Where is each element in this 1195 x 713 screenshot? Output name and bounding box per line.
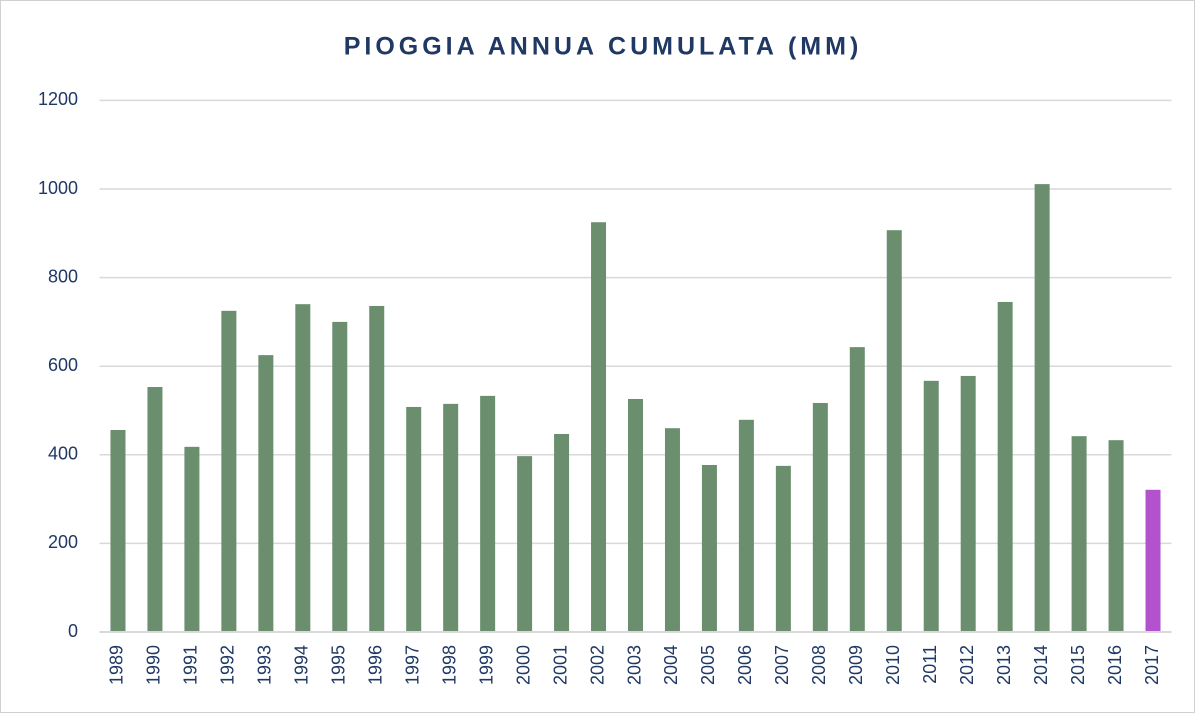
x-tick-label: 2005 [698, 645, 718, 685]
bar [886, 230, 902, 632]
bar [628, 398, 643, 632]
x-tick-label: 1997 [402, 645, 422, 685]
bar [258, 355, 274, 632]
x-tick-label: 2004 [661, 645, 681, 685]
bar [775, 465, 791, 632]
bar [332, 321, 348, 632]
bar [406, 406, 422, 632]
x-tick-label: 2000 [513, 645, 533, 685]
x-tick-label: 1995 [329, 645, 349, 685]
y-tick-label: 600 [48, 355, 78, 375]
bar [738, 419, 754, 632]
y-tick-label: 400 [48, 444, 78, 464]
y-tick-label: 200 [48, 532, 78, 552]
x-tick-label: 2009 [846, 645, 866, 685]
x-tick-label: 2015 [1068, 645, 1088, 685]
bar [1145, 489, 1161, 632]
bar [480, 395, 496, 632]
bar [554, 433, 570, 632]
bar [849, 347, 865, 632]
bar [110, 429, 126, 632]
bar [517, 456, 533, 632]
y-tick-label: 1000 [38, 178, 78, 198]
x-tick-label: 1990 [144, 645, 164, 685]
bar [369, 305, 385, 632]
bar [1034, 184, 1050, 632]
bar [221, 310, 237, 632]
bar [923, 380, 939, 632]
y-tick-label: 1200 [38, 89, 78, 109]
bar [701, 464, 717, 632]
x-tick-label: 2010 [883, 645, 903, 685]
bar [960, 375, 976, 632]
x-tick-label: 2007 [772, 645, 792, 685]
bar [591, 222, 607, 632]
x-tick-label: 2016 [1105, 645, 1125, 685]
bar [997, 301, 1013, 632]
x-tick-label: 2013 [994, 645, 1014, 685]
y-tick-label: 0 [68, 621, 78, 641]
x-tick-label: 2014 [1031, 645, 1051, 685]
bar [1108, 440, 1124, 632]
bar [812, 402, 828, 632]
chart-title: PIOGGIA ANNUA CUMULATA (MM) [344, 33, 863, 61]
y-tick-label: 800 [48, 266, 78, 286]
x-tick-label: 1998 [439, 645, 459, 685]
x-tick-label: 1999 [476, 645, 496, 685]
x-tick-label: 1992 [218, 645, 238, 685]
x-tick-label: 2008 [809, 645, 829, 685]
bar [664, 428, 680, 632]
bar [147, 387, 163, 632]
x-tick-label: 2003 [624, 645, 644, 685]
bar [1071, 436, 1087, 632]
x-tick-label: 1994 [292, 645, 312, 685]
x-tick-label: 1996 [365, 645, 385, 685]
bar [295, 304, 311, 632]
x-tick-label: 2006 [735, 645, 755, 685]
x-tick-label: 2001 [550, 645, 570, 685]
x-tick-label: 1993 [255, 645, 275, 685]
x-tick-label: 2012 [957, 645, 977, 685]
x-tick-label: 1989 [107, 645, 127, 685]
bar [184, 446, 200, 632]
x-tick-label: 2011 [920, 645, 940, 684]
x-tick-label: 1991 [181, 645, 201, 685]
x-tick-label: 2017 [1142, 645, 1162, 685]
x-tick-label: 2002 [587, 645, 607, 685]
bar [443, 403, 459, 632]
